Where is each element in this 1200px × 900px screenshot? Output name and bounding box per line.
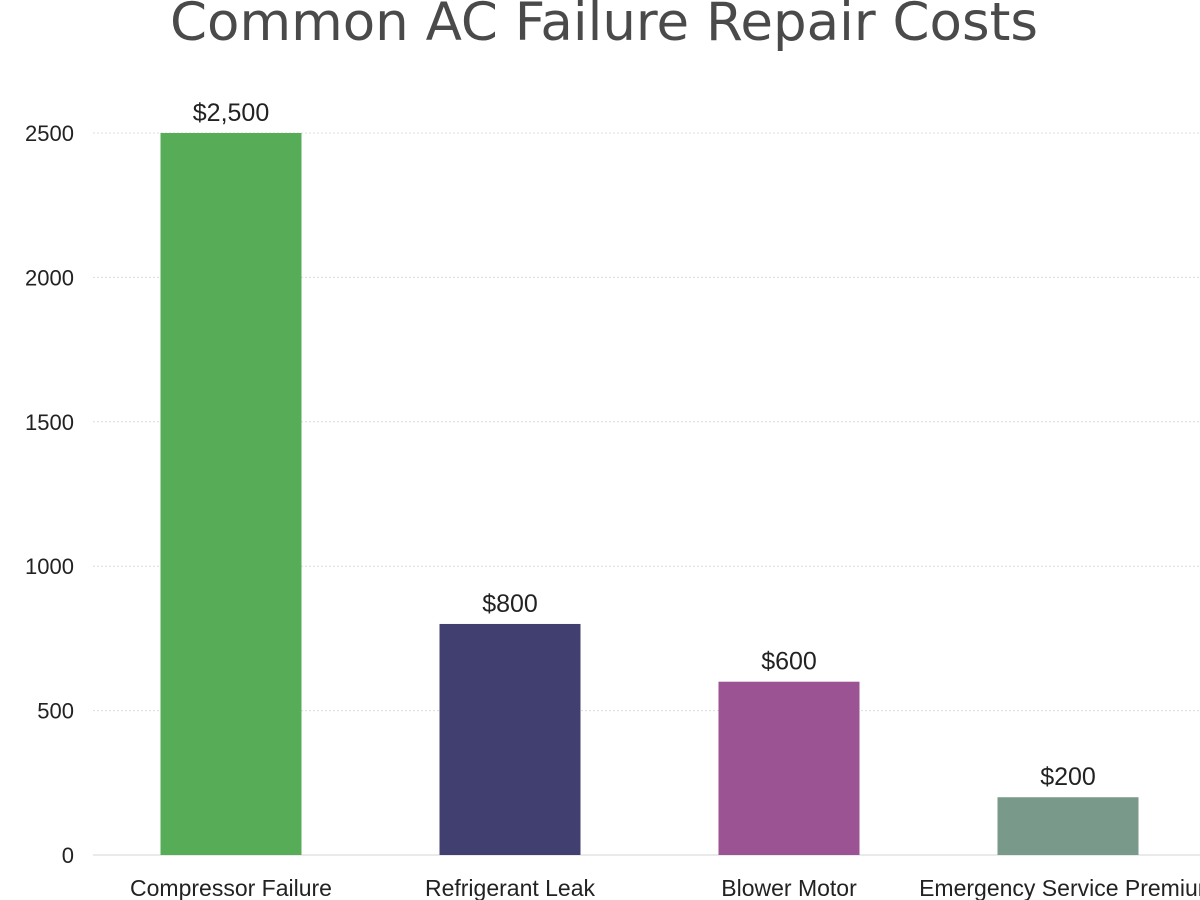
data-label: $200 (1040, 763, 1096, 791)
bar (997, 797, 1139, 855)
data-label: $600 (761, 648, 817, 676)
y-tick-label: 500 (37, 699, 74, 724)
data-label: $800 (482, 590, 538, 618)
y-tick-label: 2000 (25, 265, 74, 290)
x-tick-label: Compressor Failure (130, 875, 332, 900)
y-tick-label: 2500 (25, 121, 74, 146)
chart-title: Common AC Failure Repair Costs (170, 0, 1038, 53)
y-tick-label: 1500 (25, 410, 74, 435)
x-tick-label: Emergency Service Premium (919, 875, 1200, 900)
data-label: $2,500 (193, 99, 269, 127)
y-tick-label: 0 (62, 843, 74, 868)
y-tick-label: 1000 (25, 554, 74, 579)
bar (160, 133, 302, 855)
bar (718, 681, 860, 855)
bar (439, 623, 581, 855)
x-tick-label: Refrigerant Leak (425, 875, 596, 900)
x-tick-label: Blower Motor (721, 875, 857, 900)
